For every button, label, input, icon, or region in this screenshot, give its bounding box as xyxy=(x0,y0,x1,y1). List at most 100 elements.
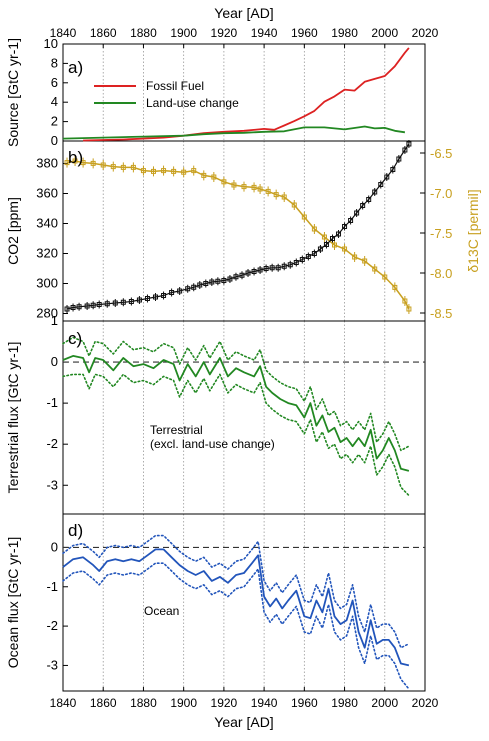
panel-c-y-axis-title: Terrestrial flux [GtC yr-1] xyxy=(5,342,21,494)
co2-point xyxy=(215,278,221,284)
d13c-point xyxy=(201,172,207,178)
co2-point xyxy=(281,263,287,269)
co2-line xyxy=(66,143,410,310)
panel-a-ytick-label: 0 xyxy=(51,133,58,148)
x-tick-top: 1980 xyxy=(331,26,358,40)
x-tick-top: 1840 xyxy=(50,26,77,40)
d13c-point xyxy=(221,179,227,185)
panel-b-ytick-label: 360 xyxy=(36,186,58,201)
panel-frame-3 xyxy=(62,320,426,515)
co2-point xyxy=(90,302,96,308)
x-tick-top: 1920 xyxy=(211,26,238,40)
co2-point xyxy=(96,302,102,307)
panel-b-y-axis-title-left: CO2 [ppm] xyxy=(5,197,21,265)
d13c-point xyxy=(72,158,78,164)
d13c-point xyxy=(80,160,86,166)
x-tick-bottom: 1860 xyxy=(90,696,117,710)
co2-point xyxy=(372,189,378,195)
d13c-point xyxy=(392,284,398,290)
panel-b-ytick-label: 340 xyxy=(36,216,58,231)
x-tick-top: 1880 xyxy=(130,26,157,40)
x-axis-title-top: Year [AD] xyxy=(214,5,273,21)
co2-point xyxy=(390,167,396,172)
panel-b-ytick-label-right: -8.5 xyxy=(430,306,452,321)
d13c-point xyxy=(100,162,106,168)
panel-d-ytick-label: -2 xyxy=(46,618,58,633)
d13c-point xyxy=(321,234,327,240)
panel-a-ytick-label: 2 xyxy=(51,114,58,129)
x-tick-bottom: 1940 xyxy=(251,696,278,710)
co2-point xyxy=(293,260,299,265)
panel-b-ytick-label: 300 xyxy=(36,276,58,291)
panel-d-annotation-line-0: Ocean xyxy=(144,604,179,618)
d13c-point xyxy=(257,186,263,192)
d13c-point xyxy=(140,168,146,174)
co2-point xyxy=(191,284,197,290)
x-tick-bottom: 1960 xyxy=(291,696,318,710)
chart-labels: 1840184018601860188018801900190019201920… xyxy=(5,5,481,730)
d13c-point xyxy=(241,184,247,190)
panel-b-ytick-label: 380 xyxy=(36,156,58,171)
co2-point xyxy=(161,293,167,298)
co2-point xyxy=(329,236,335,241)
co2-point xyxy=(323,242,329,247)
panel-frame-2 xyxy=(62,140,426,322)
co2-point xyxy=(305,254,311,259)
d13c-point xyxy=(161,168,167,174)
d13c-point xyxy=(231,182,237,188)
co2-point xyxy=(185,286,191,292)
x-tick-bottom: 1920 xyxy=(211,696,238,710)
panel-d-series-2 xyxy=(62,562,410,690)
panel-c-ytick-label: -2 xyxy=(46,436,58,451)
d13c-point xyxy=(130,164,136,170)
panel-a-y-axis-title: Source [GtC yr-1] xyxy=(5,38,21,147)
co2-point xyxy=(84,303,90,309)
x-tick-bottom: 2020 xyxy=(412,696,439,710)
co2-point xyxy=(70,305,76,310)
d13c-point xyxy=(191,168,197,174)
panel-a-ytick-label: 8 xyxy=(51,55,58,70)
co2-point xyxy=(257,267,263,273)
d13c-point xyxy=(342,246,348,252)
co2-point xyxy=(227,276,233,282)
panel-a-series-1 xyxy=(62,125,406,140)
x-tick-bottom: 2000 xyxy=(371,696,398,710)
co2-point xyxy=(263,266,269,271)
co2-point xyxy=(269,265,275,271)
panel-b-ytick-label-right: -7.5 xyxy=(430,226,452,241)
panel-b-ytick-label-right: -7.0 xyxy=(430,186,452,201)
d13c-point xyxy=(402,298,408,304)
d13c-point xyxy=(273,192,279,198)
panel-c-label: c) xyxy=(68,329,82,348)
co2-point xyxy=(384,174,390,180)
panel-d-series-1 xyxy=(62,534,410,649)
co2-point xyxy=(128,299,134,304)
panel-c-series-1 xyxy=(62,336,410,452)
d13c-point xyxy=(90,160,96,166)
co2-point xyxy=(251,269,257,274)
co2-point xyxy=(64,306,70,312)
panel-b-label: b) xyxy=(68,148,83,167)
co2-point xyxy=(299,257,305,262)
x-tick-bottom: 1980 xyxy=(331,696,358,710)
panel-b-ytick-label-right: -8.0 xyxy=(430,266,452,281)
d13c-point xyxy=(211,174,217,180)
d13c-point xyxy=(301,214,307,220)
panel-frame-1 xyxy=(62,43,426,142)
co2-point xyxy=(378,182,384,187)
co2-point xyxy=(120,299,126,305)
panel-a-ytick-label: 10 xyxy=(44,36,58,51)
d13c-point xyxy=(151,168,156,174)
co2-point xyxy=(153,294,159,300)
co2-point xyxy=(336,231,342,237)
d13c-point xyxy=(120,164,126,170)
d13c-point xyxy=(281,194,287,200)
co2-point xyxy=(169,290,175,295)
panel-b-y-axis-title-right: δ13C [permil] xyxy=(465,189,481,272)
panel-c-series-2 xyxy=(62,373,410,497)
co2-point xyxy=(144,296,150,301)
d13c-point xyxy=(311,226,317,232)
legend-label-1: Land-use change xyxy=(146,96,239,110)
co2-point xyxy=(402,147,408,153)
